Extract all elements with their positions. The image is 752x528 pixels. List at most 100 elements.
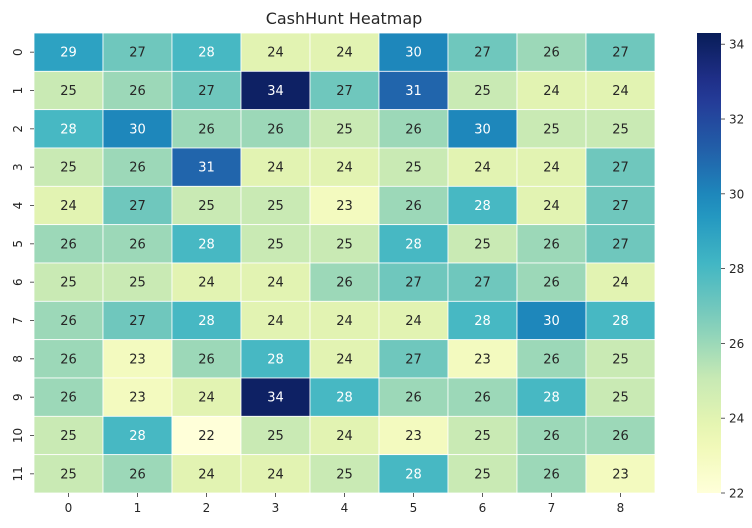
cell-value-label: 26	[198, 122, 215, 137]
x-tick-label: 6	[479, 501, 487, 515]
cell-value-label: 27	[474, 276, 491, 291]
cell-value-label: 26	[129, 161, 146, 176]
cell-value-label: 26	[60, 237, 77, 252]
heatmap-cell	[309, 339, 380, 379]
heatmap-cells	[33, 32, 656, 494]
heatmap-cell	[378, 32, 449, 72]
heatmap-cell	[516, 377, 587, 417]
cell-value-label: 26	[612, 429, 629, 444]
heatmap-cell	[585, 300, 656, 341]
heatmap-cell	[33, 262, 104, 302]
heatmap-cell	[33, 339, 104, 379]
heatmap-cell	[378, 300, 449, 341]
cell-value-label: 24	[612, 84, 629, 99]
cell-value-label: 28	[198, 237, 215, 252]
y-tick-label: 1	[11, 87, 25, 95]
cell-value-label: 26	[129, 237, 146, 252]
cell-value-label: 23	[474, 352, 491, 367]
heatmap-cell	[171, 454, 242, 494]
y-tick-label: 9	[11, 393, 25, 401]
cell-value-label: 28	[198, 314, 215, 329]
heatmap-cell	[585, 454, 656, 494]
cell-value-label: 24	[405, 314, 422, 329]
heatmap-cell	[447, 377, 518, 417]
heatmap-cell	[33, 32, 104, 72]
heatmap-cell	[516, 454, 587, 494]
cell-value-label: 26	[543, 467, 560, 482]
y-tick-label: 10	[11, 428, 25, 443]
colorbar-gradient	[697, 33, 721, 493]
heatmap-cell	[585, 185, 656, 226]
heatmap-cell	[171, 70, 242, 111]
cell-value-label: 25	[474, 84, 491, 99]
colorbar: 22 24 26 28 30 32 34	[697, 33, 744, 501]
heatmap-cell	[309, 262, 380, 302]
colorbar-tick-label: 24	[729, 412, 744, 426]
cell-value-label: 26	[543, 429, 560, 444]
cell-value-label: 24	[198, 276, 215, 291]
cell-value-label: 25	[60, 161, 77, 176]
heatmap-cell	[171, 109, 242, 149]
heatmap-cell	[102, 32, 173, 72]
y-tick-label: 8	[11, 355, 25, 363]
cell-value-label: 30	[405, 46, 422, 61]
cell-value-label: 25	[267, 199, 284, 214]
heatmap-cell	[447, 300, 518, 341]
cell-value-label: 26	[405, 122, 422, 137]
y-tick-label: 0	[11, 48, 25, 56]
cell-value-label: 25	[336, 122, 353, 137]
heatmap-cell	[102, 224, 173, 264]
cell-value-label: 26	[198, 352, 215, 367]
colorbar-tick-label: 32	[729, 113, 744, 127]
heatmap-cell	[171, 339, 242, 379]
heatmap-cell	[378, 377, 449, 417]
cell-value-label: 27	[405, 352, 422, 367]
cell-value-label: 25	[405, 161, 422, 176]
heatmap-cell	[378, 224, 449, 264]
cell-value-label: 26	[129, 467, 146, 482]
cell-value-label: 24	[267, 314, 284, 329]
heatmap-cell	[309, 415, 380, 456]
heatmap-cell	[447, 185, 518, 226]
cell-value-label: 27	[129, 199, 146, 214]
heatmap-cell	[516, 224, 587, 264]
heatmap-cell	[309, 454, 380, 494]
cell-value-label: 24	[336, 314, 353, 329]
y-tick-label: 7	[11, 317, 25, 325]
cell-value-label: 28	[543, 391, 560, 406]
heatmap-cell	[33, 454, 104, 494]
heatmap-cell	[309, 109, 380, 149]
cell-value-label: 24	[612, 276, 629, 291]
cell-value-label: 27	[198, 84, 215, 99]
heatmap-cell	[447, 339, 518, 379]
heatmap-cell	[33, 224, 104, 264]
cell-value-label: 25	[336, 467, 353, 482]
y-tick-label: 3	[11, 163, 25, 171]
cell-value-label: 27	[474, 46, 491, 61]
cell-value-label: 26	[474, 391, 491, 406]
heatmap-cell	[33, 109, 104, 149]
colorbar-tick-label: 30	[729, 187, 744, 201]
heatmap-cell	[102, 377, 173, 417]
cell-value-label: 25	[612, 122, 629, 137]
x-tick-label: 4	[341, 501, 349, 515]
cell-value-label: 26	[60, 314, 77, 329]
cell-value-label: 26	[543, 237, 560, 252]
heatmap-cell	[33, 377, 104, 417]
cell-value-label: 25	[474, 237, 491, 252]
heatmap-cell	[240, 224, 311, 264]
heatmap-cell	[102, 262, 173, 302]
cell-value-label: 23	[129, 352, 146, 367]
cell-value-label: 31	[405, 84, 422, 99]
cell-value-label: 28	[267, 352, 284, 367]
cell-value-label: 24	[543, 161, 560, 176]
cell-value-label: 26	[267, 122, 284, 137]
cell-value-label: 25	[60, 84, 77, 99]
cell-value-label: 26	[60, 352, 77, 367]
heatmap-cell	[309, 70, 380, 111]
heatmap-cell	[33, 415, 104, 456]
x-axis-ticks: 0 1 2 3 4 5 6 7 8	[65, 493, 624, 515]
x-tick-label: 0	[65, 501, 73, 515]
heatmap-cell	[309, 224, 380, 264]
heatmap-cell	[447, 70, 518, 111]
